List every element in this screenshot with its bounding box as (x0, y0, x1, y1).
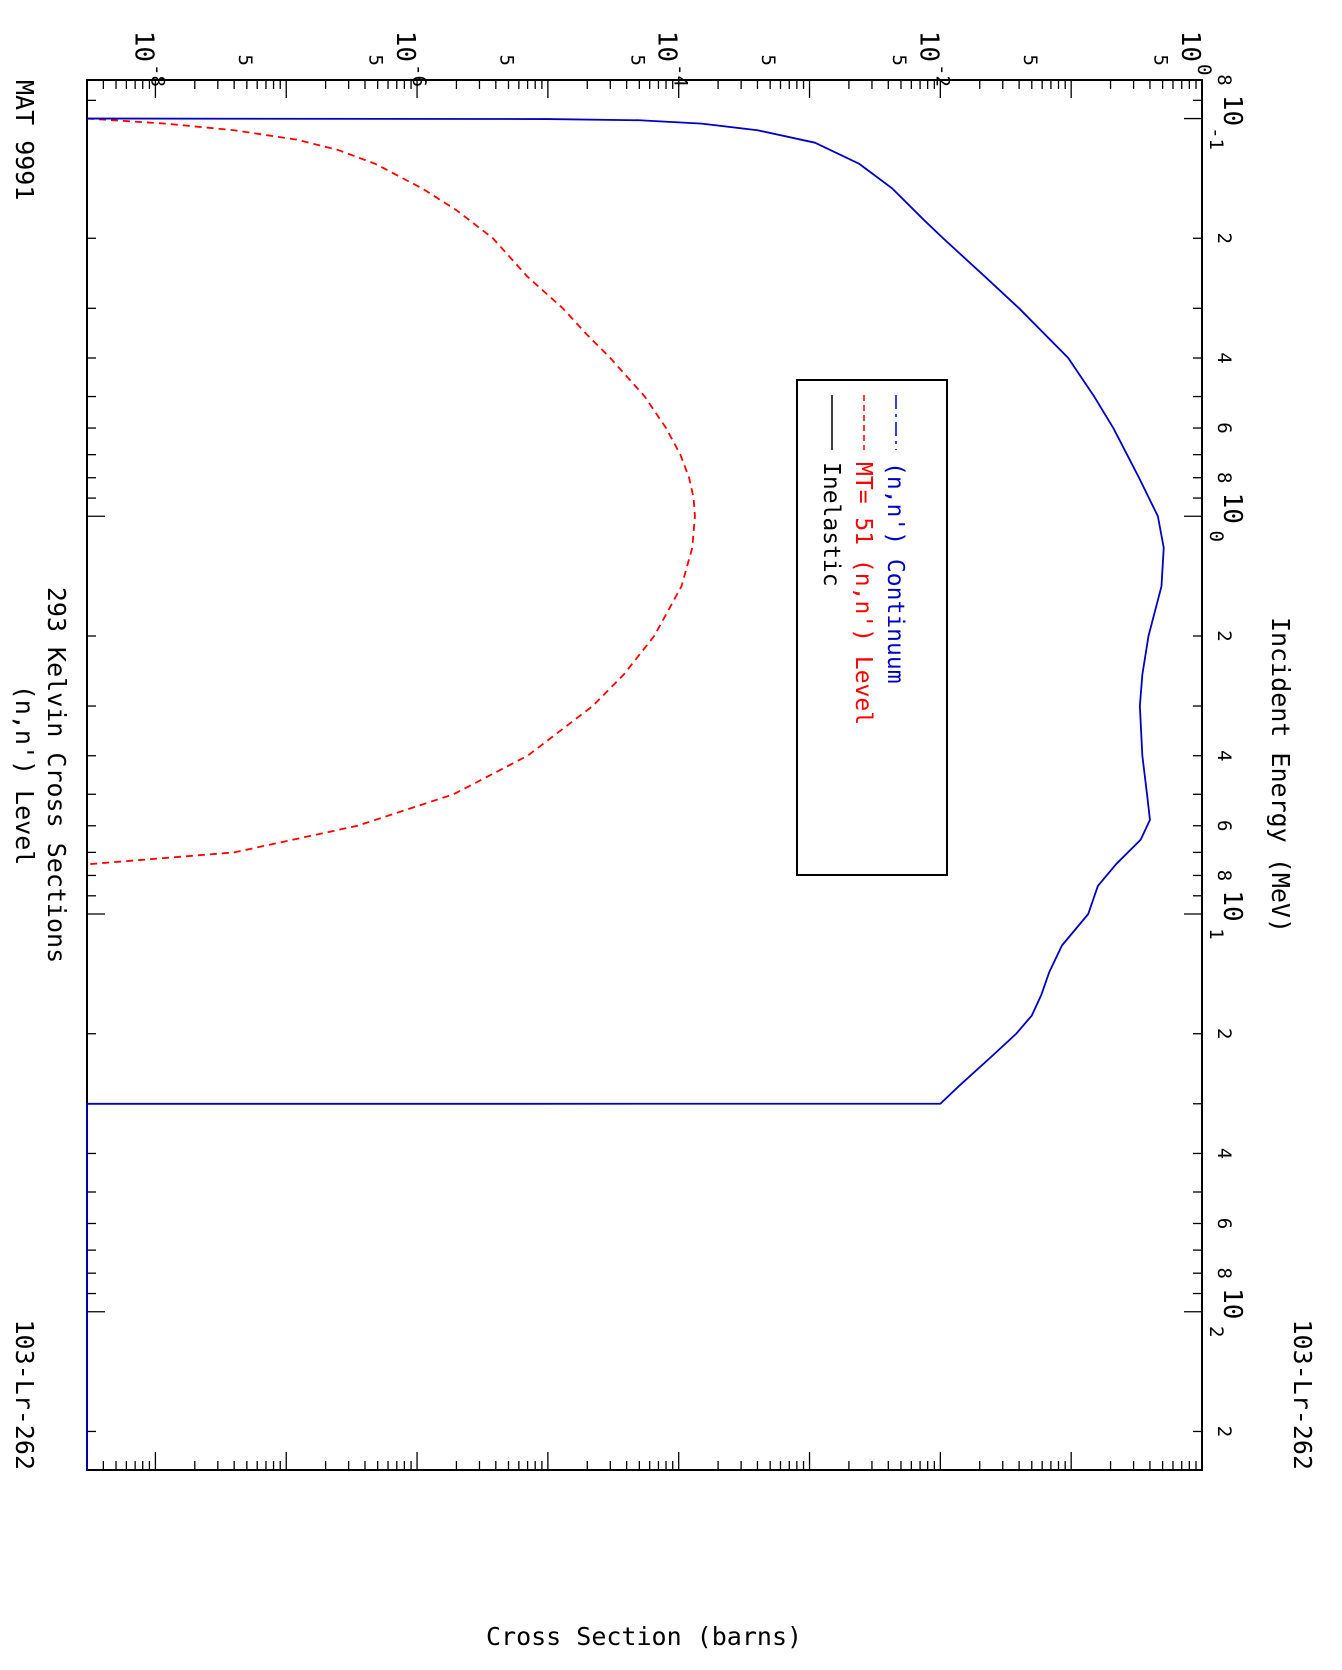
series-line-1 (86, 117, 696, 866)
x-minor-tick-label: 8 (1213, 870, 1235, 881)
y-minor-tick-label: 5 (1150, 55, 1172, 66)
y-minor-tick-label: 5 (234, 55, 256, 66)
series-line-2 (86, 117, 1165, 1470)
legend-box (796, 379, 948, 876)
y-minor-tick-label: 5 (626, 55, 648, 66)
x-minor-tick-label: 4 (1213, 750, 1235, 761)
x-tick-label: 10 (1217, 95, 1247, 126)
y-minor-tick-label: 5 (757, 55, 779, 66)
legend: Inelastic MT= 51 (n,n') Level (n,n') Con… (796, 379, 948, 876)
x-minor-tick-label: 2 (1213, 1426, 1235, 1437)
x-minor-tick-label: 6 (1213, 422, 1235, 433)
x-tick-label: 10 (1217, 493, 1247, 524)
x-minor-tick-label: 8 (1213, 1267, 1235, 1278)
y-tick-label: 10 (652, 31, 682, 62)
y-tick-label: 10 (128, 31, 158, 62)
chart-subtitle: 293 Kelvin Cross Sections (42, 587, 71, 963)
x-axis-label: Incident Energy (MeV) (1266, 617, 1295, 933)
x-tick-label-exponent: -1 (1205, 127, 1227, 150)
x-minor-tick-label: 8 (1213, 74, 1235, 85)
y-tick-label: 10 (913, 31, 943, 62)
x-minor-tick-label: 6 (1213, 820, 1235, 831)
axis-ticks: 10-11001011028246824682468210010-210-410… (86, 31, 1247, 1470)
y-tick-label: 10 (1175, 31, 1205, 62)
legend-label-continuum: (n,n') Continuum (882, 462, 908, 684)
chart-title: (n,n') Level (10, 685, 39, 866)
y-minor-tick-label: 5 (888, 55, 910, 66)
y-tick-label-exponent: -2 (931, 64, 953, 87)
y-tick-label-exponent: -6 (408, 64, 430, 87)
x-tick-label: 10 (1217, 1288, 1247, 1319)
y-tick-label-exponent: -8 (146, 64, 168, 87)
y-tick-label-exponent: 0 (1193, 64, 1215, 75)
mat-number: MAT 9991 (10, 80, 39, 200)
x-minor-tick-label: 8 (1213, 472, 1235, 483)
material-label-bottom: 103-Lr-262 (1288, 1319, 1317, 1470)
y-minor-tick-label: 5 (365, 55, 387, 66)
y-tick-label-exponent: -4 (670, 64, 692, 87)
x-minor-tick-label: 4 (1213, 1148, 1235, 1159)
x-tick-label-exponent: 1 (1205, 928, 1227, 939)
x-tick-label-exponent: 2 (1205, 1326, 1227, 1337)
x-minor-tick-label: 2 (1213, 630, 1235, 641)
y-minor-tick-label: 5 (495, 55, 517, 66)
x-minor-tick-label: 2 (1213, 1028, 1235, 1039)
y-minor-tick-label: 5 (1019, 55, 1041, 66)
x-minor-tick-label: 4 (1213, 352, 1235, 363)
material-label-top: 103-Lr-262 (10, 1319, 39, 1470)
x-minor-tick-label: 2 (1213, 233, 1235, 244)
series-layer (86, 117, 1165, 1470)
plot-frame (86, 79, 1203, 1471)
y-tick-label: 10 (390, 31, 420, 62)
x-tick-label-exponent: 0 (1205, 531, 1227, 542)
x-minor-tick-label: 6 (1213, 1218, 1235, 1229)
legend-label-level: MT= 51 (n,n') Level (850, 462, 876, 725)
x-tick-label: 10 (1217, 890, 1247, 921)
y-axis-label: Cross Section (barns) (486, 1622, 802, 1651)
legend-label-inelastic: Inelastic (818, 462, 844, 587)
